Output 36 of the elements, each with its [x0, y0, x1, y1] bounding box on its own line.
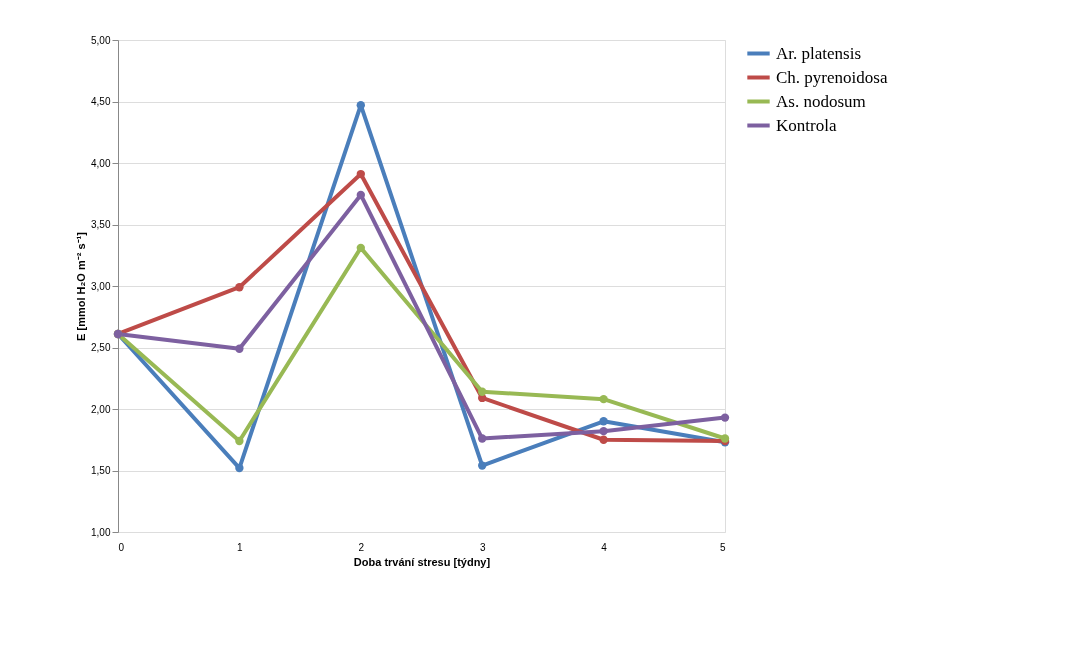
point	[478, 434, 487, 443]
point	[235, 283, 244, 292]
legend-label: As. nodosum	[776, 91, 866, 111]
point	[356, 101, 365, 110]
point	[235, 463, 244, 473]
y-tick-label: 5,00	[91, 34, 111, 46]
x-tick-label: 5	[719, 541, 726, 553]
legend-label: Ch. pyrenoidosa	[776, 67, 888, 87]
legend-label: Ar. platensis	[776, 43, 861, 63]
y-tick-label: 2,00	[91, 403, 111, 415]
y-tick-label: 1,50	[91, 465, 111, 476]
x-tick-label: 0	[118, 541, 125, 553]
y-tick-label: 1,00	[91, 526, 111, 538]
y-tick-label: 3,00	[91, 280, 111, 292]
point	[720, 413, 730, 422]
point	[356, 190, 365, 200]
point	[599, 394, 608, 404]
point	[356, 169, 365, 179]
point	[599, 426, 608, 436]
point	[235, 344, 244, 353]
x-axis-title: Doba trvání stresu [týdny]	[353, 555, 491, 568]
y-tick-label: 3,50	[91, 219, 111, 230]
y-tick-label: 2,50	[91, 342, 111, 353]
point	[478, 461, 487, 470]
point	[599, 417, 608, 426]
y-axis-title: E [mmol H₂O m⁻² s⁻¹]	[75, 231, 88, 341]
point	[235, 436, 244, 446]
legend-label: Kontrola	[776, 115, 837, 135]
x-tick-label: 4	[601, 541, 608, 553]
x-tick-label: 3	[479, 541, 486, 553]
point	[478, 387, 487, 396]
x-tick-label: 1	[237, 541, 244, 553]
point	[599, 435, 608, 444]
y-tick-label: 4,50	[91, 96, 111, 107]
x-tick-label: 2	[358, 541, 365, 553]
y-tick-label: 4,00	[91, 157, 111, 169]
